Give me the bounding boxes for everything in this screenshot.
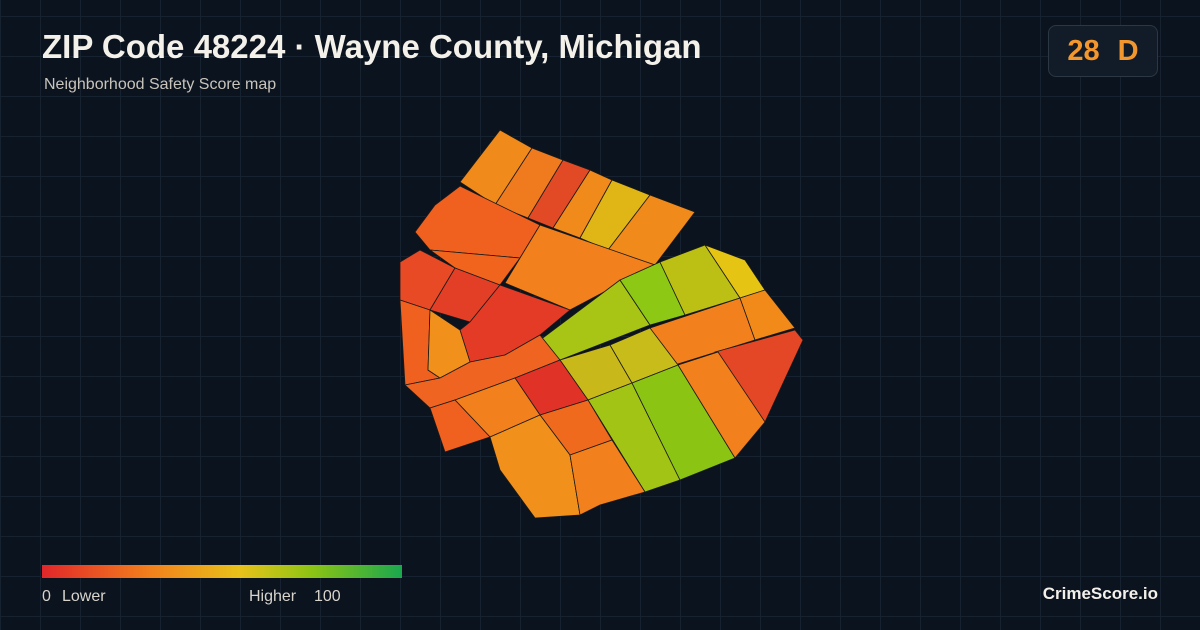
- legend-max: 100: [314, 588, 341, 605]
- legend-min-label: Lower: [62, 588, 106, 605]
- block: [677, 351, 766, 459]
- brand: CrimeScore.io: [1042, 584, 1158, 603]
- score: 28: [1067, 34, 1100, 67]
- legend-min: 0: [42, 588, 51, 605]
- block: [569, 439, 646, 516]
- legend-gradient: [42, 565, 402, 578]
- title: ZIP Code 48224 · Wayne County, Michigan: [42, 28, 702, 65]
- score-badge: 28 D: [1048, 25, 1158, 77]
- zip-area: [399, 129, 804, 519]
- subtitle: Neighborhood Safety Score map: [44, 76, 277, 93]
- block: [739, 289, 796, 341]
- grade: D: [1117, 34, 1139, 67]
- legend-max-label: Higher: [249, 588, 297, 605]
- block: [504, 224, 656, 311]
